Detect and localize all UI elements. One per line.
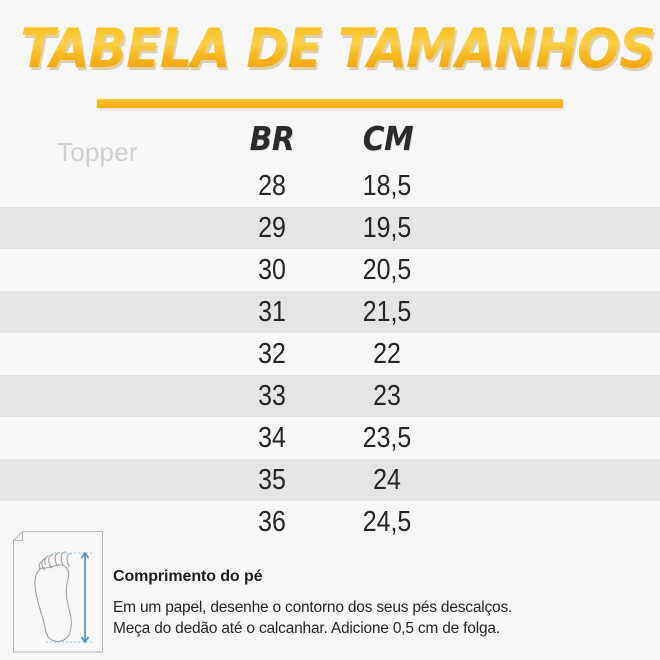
cell-cm: 21,5 — [362, 296, 412, 328]
cell-br: 32 — [258, 338, 286, 370]
table-row: 33 23 — [0, 375, 660, 417]
cell-br: 30 — [258, 254, 286, 286]
cell-br: 35 — [258, 464, 286, 496]
foot-measure-icon — [12, 531, 104, 653]
column-header-br: BR — [249, 119, 295, 158]
cell-cm: 23 — [373, 380, 401, 412]
column-header-cm: CM — [362, 119, 414, 158]
table-row: 28 18,5 — [0, 165, 660, 207]
cell-br: 34 — [258, 422, 286, 454]
cell-br: 31 — [258, 296, 286, 328]
cell-cm: 18,5 — [362, 170, 412, 202]
cell-cm: 23,5 — [362, 422, 412, 454]
table-row: 31 21,5 — [0, 291, 660, 333]
cell-br: 29 — [258, 212, 286, 244]
cell-br: 28 — [258, 170, 286, 202]
title-block: TABELA DE TAMANHOS — [0, 22, 660, 76]
foot-note-title: Comprimento do pé — [113, 568, 263, 585]
size-table-rows: 28 18,5 29 19,5 30 20,5 31 21,5 32 22 33 23 34 23,5 35… — [0, 165, 660, 543]
cell-cm: 20,5 — [362, 254, 412, 286]
cell-cm: 22 — [373, 338, 401, 370]
cell-br: 36 — [258, 506, 286, 538]
cell-br: 33 — [258, 380, 286, 412]
table-row: 30 20,5 — [0, 249, 660, 291]
page-title: TABELA DE TAMANHOS — [20, 17, 656, 80]
foot-note-line-2: Meça do dedão até o calcanhar. Adicione … — [113, 620, 500, 637]
cell-cm: 19,5 — [362, 212, 412, 244]
table-row: 32 22 — [0, 333, 660, 375]
title-underline-rule — [97, 99, 563, 108]
foot-note-line-1: Em um papel, desenhe o contorno dos seus… — [113, 599, 513, 616]
table-row: 34 23,5 — [0, 417, 660, 459]
table-row: 29 19,5 — [0, 207, 660, 249]
foot-note-body: Em um papel, desenhe o contorno dos seus… — [113, 597, 512, 639]
cell-cm: 24 — [373, 464, 401, 496]
table-row: 36 24,5 — [0, 501, 660, 543]
table-row: 35 24 — [0, 459, 660, 501]
cell-cm: 24,5 — [362, 506, 412, 538]
brand-name: Topper — [57, 137, 138, 167]
